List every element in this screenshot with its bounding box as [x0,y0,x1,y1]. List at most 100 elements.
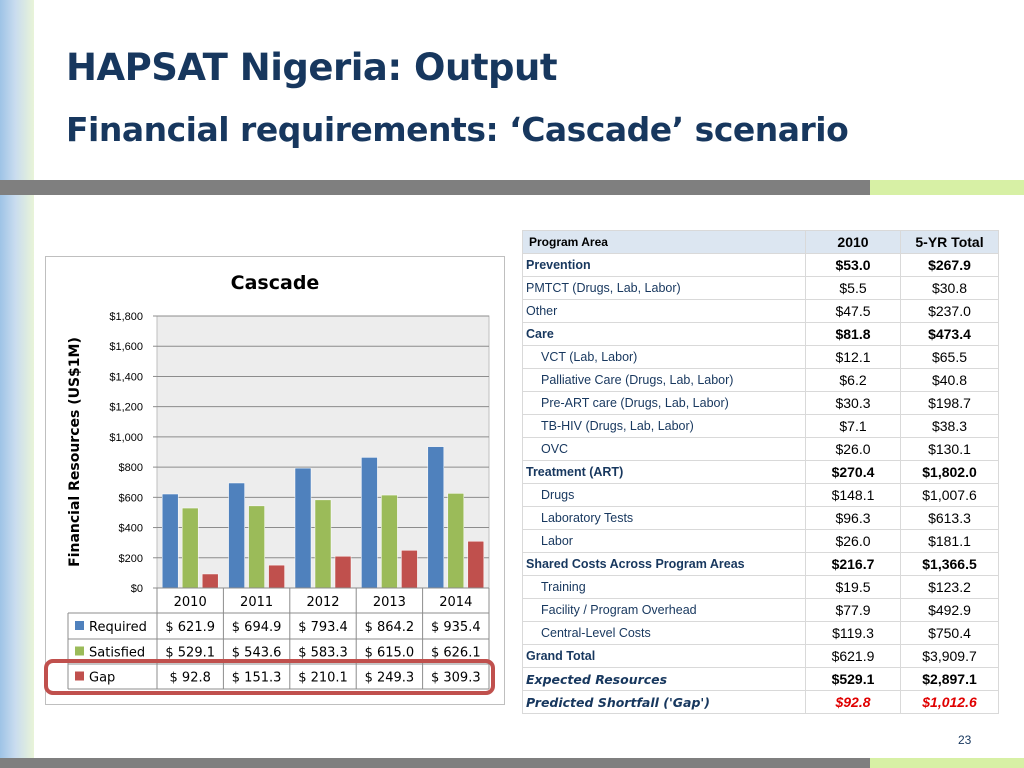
value-5yr-total-cell: $267.9 [900,253,999,277]
bar-required [161,493,179,589]
program-area-cell: Palliative Care (Drugs, Lab, Labor) [522,368,806,392]
data-label: $ 249.3 [365,671,415,686]
table-row: TB-HIV (Drugs, Lab, Labor) $7.1 $38.3 [522,414,999,438]
program-area-cell: TB-HIV (Drugs, Lab, Labor) [522,414,806,438]
data-label: $ 694.9 [232,620,282,635]
program-area-cell: Laboratory Tests [522,506,806,530]
table-row: Labor $26.0 $181.1 [522,529,999,553]
value-5yr-total-cell: $2,897.1 [900,667,999,691]
bar-required [228,482,245,589]
bar-satisfied [381,494,398,589]
program-area-cell: Grand Total [522,644,806,668]
value-5yr-total-cell: $3,909.7 [900,644,999,668]
value-5yr-total-cell: $123.2 [900,575,999,599]
legend-swatch-required [75,621,84,630]
y-tick-label: $0 [131,583,143,595]
value-5yr-total-cell: $65.5 [900,345,999,369]
data-label: $ 92.8 [170,671,211,686]
chart-frame: Cascade $0 $200 $400 $600 $800 $1,000 $1,200 $1… [45,256,505,705]
program-area-cell: Prevention [522,253,806,277]
x-category-label: 2012 [306,595,339,610]
chart-title: Cascade [230,272,320,294]
data-label: $ 529.1 [165,646,215,661]
table-row: Care $81.8 $473.4 [522,322,999,346]
footer-bar [0,758,870,768]
value-2010-cell: $92.8 [805,690,901,714]
table-row: Laboratory Tests $96.3 $613.3 [522,506,999,530]
value-5yr-total-cell: $492.9 [900,598,999,622]
value-5yr-total-cell: $1,007.6 [900,483,999,507]
table-row: Facility / Program Overhead $77.9 $492.9 [522,598,999,622]
value-5yr-total-cell: $237.0 [900,299,999,323]
y-tick-label: $1,800 [109,311,143,323]
value-2010-cell: $26.0 [805,529,901,553]
value-5yr-total-cell: $473.4 [900,322,999,346]
bar-satisfied [181,507,199,589]
slide-title: HAPSAT Nigeria: Output [66,46,558,89]
table-row: Expected Resources $529.1 $2,897.1 [522,667,999,691]
table-row: Training $19.5 $123.2 [522,575,999,599]
value-2010-cell: $216.7 [805,552,901,576]
value-2010-cell: $81.8 [805,322,901,346]
data-label: $ 864.2 [365,620,415,635]
legend-label-required: Required [89,620,147,635]
program-area-cell: OVC [522,437,806,461]
x-category-label: 2010 [174,595,207,610]
value-2010-cell: $30.3 [805,391,901,415]
value-5yr-total-cell: $181.1 [900,529,999,553]
y-tick-label: $1,000 [109,432,143,444]
data-label: $ 309.3 [431,671,481,686]
table-row: OVC $26.0 $130.1 [522,437,999,461]
data-label: $ 583.3 [298,646,348,661]
gap-row-highlight [44,659,495,695]
value-2010-cell: $12.1 [805,345,901,369]
y-tick-label: $400 [119,523,143,535]
bar-gap [268,564,285,589]
data-label: $ 210.1 [298,671,348,686]
left-accent-bar [0,0,34,768]
program-area-cell: Treatment (ART) [522,460,806,484]
value-5yr-total-cell: $30.8 [900,276,999,300]
value-2010-cell: $148.1 [805,483,901,507]
page-number: 23 [958,733,972,747]
y-tick-label: $1,400 [109,371,143,383]
title-divider [0,180,870,195]
program-area-cell: Shared Costs Across Program Areas [522,552,806,576]
header-program-area: Program Area [522,230,806,254]
table-row: Grand Total $621.9 $3,909.7 [522,644,999,668]
table-row: Pre-ART care (Drugs, Lab, Labor) $30.3 $19… [522,391,999,415]
table-row: Drugs $148.1 $1,007.6 [522,483,999,507]
program-area-cell: PMTCT (Drugs, Lab, Labor) [522,276,806,300]
slide-subtitle: Financial requirements: ‘Cascade’ scenar… [66,110,849,149]
value-5yr-total-cell: $613.3 [900,506,999,530]
table-row: Central-Level Costs $119.3 $750.4 [522,621,999,645]
value-2010-cell: $47.5 [805,299,901,323]
bar-required [427,446,445,589]
program-area-cell: Pre-ART care (Drugs, Lab, Labor) [522,391,806,415]
title-divider-accent [870,180,1024,195]
program-area-cell: Expected Resources [522,667,806,691]
value-2010-cell: $77.9 [805,598,901,622]
value-2010-cell: $621.9 [805,644,901,668]
value-2010-cell: $119.3 [805,621,901,645]
data-label: $ 626.1 [431,646,481,661]
value-2010-cell: $53.0 [805,253,901,277]
program-area-cell: Other [522,299,806,323]
value-2010-cell: $6.2 [805,368,901,392]
header-2010: 2010 [805,230,901,254]
table-row: Palliative Care (Drugs, Lab, Labor) $6.2 $… [522,368,999,392]
value-5yr-total-cell: $130.1 [900,437,999,461]
program-area-cell: Facility / Program Overhead [522,598,806,622]
value-5yr-total-cell: $40.8 [900,368,999,392]
value-5yr-total-cell: $1,366.5 [900,552,999,576]
value-2010-cell: $7.1 [805,414,901,438]
bar-gap [201,573,219,589]
data-label: $ 615.0 [365,646,415,661]
table-row: VCT (Lab, Labor) $12.1 $65.5 [522,345,999,369]
program-area-cell: Training [522,575,806,599]
table-row: Predicted Shortfall ('Gap') $92.8 $1,012.6 [522,690,999,714]
data-label: $ 793.4 [298,620,348,635]
value-5yr-total-cell: $750.4 [900,621,999,645]
value-2010-cell: $270.4 [805,460,901,484]
data-label: $ 543.6 [232,646,282,661]
